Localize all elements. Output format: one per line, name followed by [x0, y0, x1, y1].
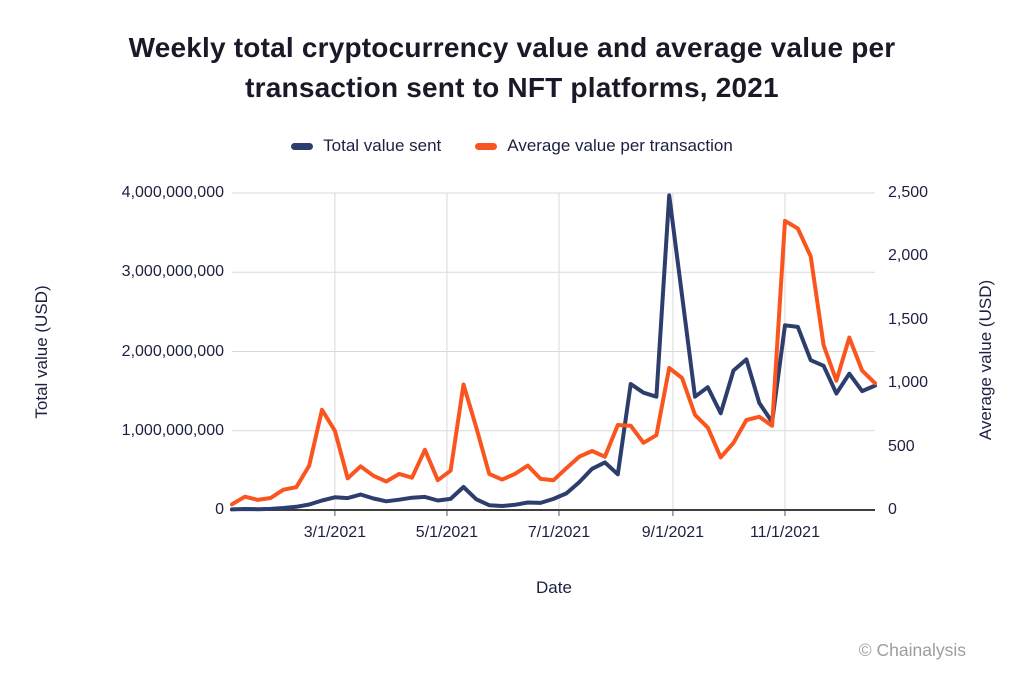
legend-label-total-value-sent: Total value sent — [323, 136, 442, 155]
right-axis-tick-label: 1,000 — [888, 374, 929, 392]
chart-legend: Total value sent Average value per trans… — [0, 136, 1024, 156]
series-line-total-value — [230, 193, 877, 512]
left-axis-tick-label: 2,000,000,000 — [121, 342, 224, 360]
legend-swatch-total-value-sent — [291, 142, 314, 150]
legend-item-average-value[interactable]: Average value per transaction — [475, 136, 733, 156]
series-line-average-value — [230, 218, 877, 507]
x-axis-title: Date — [536, 578, 572, 597]
x-axis-tick-label: 11/1/2021 — [749, 524, 820, 541]
legend-swatch-average-value — [475, 142, 498, 150]
chart-title-line1: Weekly total cryptocurrency value and av… — [128, 32, 896, 63]
chart-title: Weekly total cryptocurrency value and av… — [0, 28, 1024, 108]
legend-item-total-value-sent[interactable]: Total value sent — [291, 136, 441, 156]
left-axis-title: Total value (USD) — [32, 285, 51, 419]
left-axis-tick-label: 3,000,000,000 — [121, 263, 224, 281]
right-axis-title: Average value (USD) — [976, 279, 995, 441]
chart-title-line2: transaction sent to NFT platforms, 2021 — [245, 71, 779, 103]
x-axis-tick-label: 3/1/2021 — [303, 524, 367, 541]
right-axis-tick-label: 2,000 — [888, 247, 929, 265]
x-axis-tick-label: 5/1/2021 — [415, 524, 479, 541]
legend-label-average-value: Average value per transaction — [507, 136, 733, 155]
right-axis-tick-label: 0 — [888, 501, 897, 518]
left-axis-tick-label: 1,000,000,000 — [121, 421, 224, 439]
right-axis-tick-label: 500 — [888, 437, 915, 455]
copyright-credit: © Chainalysis — [858, 640, 966, 660]
x-axis-tick-label: 7/1/2021 — [527, 524, 591, 541]
left-axis-tick-label: 0 — [215, 501, 224, 518]
right-axis-tick-label: 1,500 — [888, 310, 929, 328]
right-axis-tick-label: 2,500 — [888, 184, 929, 201]
x-axis-tick-label: 9/1/2021 — [641, 524, 705, 541]
left-axis-tick-label: 4,000,000,000 — [121, 184, 224, 201]
